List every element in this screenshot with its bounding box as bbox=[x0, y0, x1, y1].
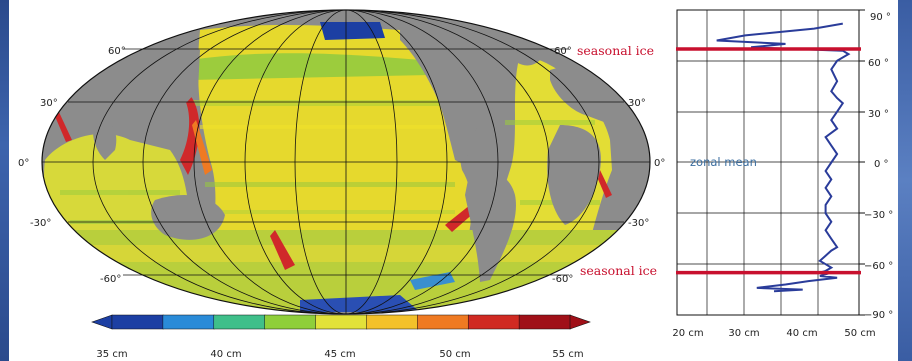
zonal-lat-tick-0: 0 ° bbox=[874, 159, 889, 170]
north-pacific-green bbox=[190, 53, 430, 80]
zonal-x-tick-30: 30 cm bbox=[728, 328, 759, 339]
colorbar-segments bbox=[111, 314, 571, 330]
lat-label-right-60: 60° bbox=[554, 46, 572, 57]
colorbar-tick-55: 55 cm bbox=[552, 349, 583, 360]
zonal-x-tick-50: 50 cm bbox=[844, 328, 875, 339]
lat-label-left-60: 60° bbox=[108, 46, 126, 57]
zonal-lat-tick-m30: −30 ° bbox=[864, 210, 893, 221]
north-america bbox=[400, 30, 511, 165]
zonal-lat-tick-30: 30 ° bbox=[868, 109, 889, 120]
map-outline bbox=[41, 9, 651, 315]
australia bbox=[151, 195, 225, 240]
zonal-x-tick-40: 40 cm bbox=[786, 328, 817, 339]
colorbar-segment bbox=[213, 314, 266, 330]
lat-label-left-30: 30° bbox=[40, 98, 58, 109]
colorbar-segment bbox=[111, 314, 164, 330]
zonal-lat-tick-m60: −60 ° bbox=[864, 261, 893, 272]
colorbar-segment bbox=[366, 314, 419, 330]
zonal-mean-label: zonal mean bbox=[690, 155, 757, 169]
seasonal-ice-south-label: seasonal ice bbox=[580, 263, 657, 278]
lat-label-left-0: 0° bbox=[18, 158, 29, 169]
zonal-grid bbox=[677, 10, 859, 315]
colorbar-segment bbox=[315, 314, 368, 330]
south-america bbox=[465, 168, 516, 282]
colorbar-arrow-left bbox=[91, 314, 113, 330]
lat-label-left-m60: -60° bbox=[100, 274, 121, 285]
mollweide-map: 60° 30° 0° -30° -60° 60° 30° 0° -30° -60… bbox=[18, 9, 665, 315]
zonal-x-tick-20: 20 cm bbox=[672, 328, 703, 339]
colorbar-segment bbox=[162, 314, 215, 330]
left-border-strip bbox=[0, 0, 9, 361]
zonal-lat-tick-m90: −90 ° bbox=[864, 310, 893, 321]
lat-label-right-0: 0° bbox=[654, 158, 665, 169]
lat-label-right-30: 30° bbox=[628, 98, 646, 109]
colorbar-segment bbox=[467, 314, 520, 330]
lat-label-right-m30: -30° bbox=[628, 218, 649, 229]
southern-band-yellow bbox=[60, 245, 640, 262]
colorbar-tick-50: 50 cm bbox=[439, 349, 470, 360]
lat-label-right-m60: -60° bbox=[552, 274, 573, 285]
zonal-mean-panel: 90 ° 60 ° 30 ° 0 ° −30 ° −60 ° −90 ° 20 … bbox=[672, 9, 893, 339]
colorbar-tick-40: 40 cm bbox=[210, 349, 241, 360]
colorbar-tick-45: 45 cm bbox=[324, 349, 355, 360]
africa bbox=[547, 125, 601, 225]
zonal-lat-tick-90: 90 ° bbox=[870, 12, 891, 23]
colorbar-arrow-right bbox=[569, 314, 591, 330]
colorbar-segment bbox=[417, 314, 469, 330]
right-border-strip bbox=[898, 0, 912, 361]
zonal-lat-tick-60: 60 ° bbox=[868, 58, 889, 69]
colorbar-tick-35: 35 cm bbox=[96, 349, 127, 360]
seasonal-ice-north-label: seasonal ice bbox=[577, 43, 654, 58]
colorbar-segment bbox=[264, 314, 317, 330]
colorbar-segment bbox=[518, 314, 571, 330]
colorbar: 35 cm 40 cm 45 cm 50 cm 55 cm bbox=[91, 314, 591, 360]
lat-label-left-m30: -30° bbox=[30, 218, 51, 229]
zonal-right-ticks bbox=[859, 9, 865, 316]
